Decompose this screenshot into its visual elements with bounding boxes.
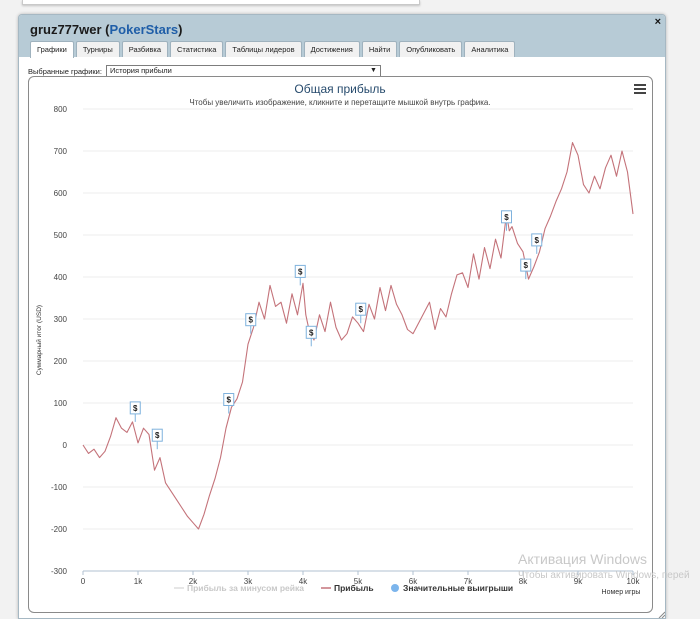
x-tick-label: 2k [189,577,198,586]
tab-tournaments[interactable]: Турниры [75,41,120,57]
big-win-flag-label: $ [298,267,303,276]
player-name: gruz777wer [30,22,102,37]
big-win-flag-box [245,313,257,327]
dropdown-arrow-icon: ▼ [370,67,377,74]
tab-leaderboards[interactable]: Таблицы лидеров [225,41,302,57]
big-win-flag-box [151,428,163,442]
x-tick-label: 5k [354,577,363,586]
panel-title: gruz777wer (PokerStars) [30,22,183,37]
panel-header: gruz777wer (PokerStars) × Графики Турнир… [19,15,665,58]
close-button[interactable]: × [654,16,661,28]
chart-selector-value: История прибыли [109,66,172,75]
big-win-flag-label: $ [359,305,364,314]
tab-bar: Графики Турниры Разбивка Статистика Табл… [30,41,517,58]
profit-chart-container[interactable]: Общая прибыль Чтобы увеличить изображение… [28,76,653,613]
x-tick-label: 4k [299,577,308,586]
title-suffix: ) [178,22,183,37]
legend-profit-label: Прибыль [334,583,374,593]
tab-statistics[interactable]: Статистика [170,41,224,57]
site-link[interactable]: PokerStars [109,22,179,37]
big-win-flag-box [129,401,141,415]
big-win-flag-label: $ [133,404,138,413]
y-axis-title: Суммарный итог (USD) [35,305,43,375]
legend-bigwins-label: Значительные выигрыши [403,583,513,593]
chart-menu-icon[interactable] [634,84,646,96]
big-win-flag-box [355,302,367,316]
y-tick-label: 800 [54,105,68,114]
big-win-flag-box [520,258,532,272]
big-win-flag-box [294,264,306,278]
big-win-flag-label: $ [309,328,314,337]
big-win-flag-label: $ [155,431,160,440]
y-tick-label: -300 [51,567,68,576]
big-win-flag-label: $ [504,213,509,222]
y-tick-label: 600 [54,189,68,198]
big-win-flag-box [501,210,512,224]
player-stats-panel: gruz777wer (PokerStars) × Графики Турнир… [18,14,666,619]
y-tick-label: 100 [54,399,68,408]
tab-charts[interactable]: Графики [30,41,74,58]
chart-subtitle: Чтобы увеличить изображение, кликните и … [189,98,490,107]
background-window-edge [22,0,420,5]
legend-rake-label: Прибыль за минусом рейка [187,583,304,593]
big-win-flag-box [305,325,317,339]
tab-analytics[interactable]: Аналитика [464,41,516,57]
y-tick-label: 200 [54,357,68,366]
chart-title: Общая прибыль [294,82,385,96]
big-win-flag-box [223,393,235,406]
y-tick-label: 0 [63,441,68,450]
x-tick-label: 0 [81,577,86,586]
big-win-flag-label: $ [524,261,529,270]
y-tick-label: 300 [54,315,68,324]
chart-selector-label: Выбранные графики: [28,66,102,76]
y-tick-label: -200 [51,525,68,534]
profit-chart[interactable]: Общая прибыль Чтобы увеличить изображение… [29,77,652,612]
x-tick-label: 10k [627,577,641,586]
y-tick-label: 400 [54,273,68,282]
y-tick-label: 500 [54,231,68,240]
x-tick-label: 8k [519,577,528,586]
x-tick-label: 6k [409,577,418,586]
x-tick-label: 1k [134,577,143,586]
profit-series-line [82,142,634,530]
tab-publish[interactable]: Опубликовать [399,41,463,57]
y-tick-label: -100 [51,483,68,492]
tab-breakdown[interactable]: Разбивка [121,41,169,57]
big-win-flag-label: $ [227,396,232,405]
legend-bigwins-swatch [391,584,399,592]
x-tick-label: 9k [574,577,583,586]
big-win-flag-label: $ [249,316,254,325]
y-tick-label: 700 [54,147,68,156]
big-win-flag-label: $ [535,236,540,245]
x-tick-label: 7k [464,577,473,586]
tab-achievements[interactable]: Достижения [303,41,360,57]
big-win-flag-box [531,233,543,247]
x-axis-title: Номер игры [602,589,641,596]
x-tick-label: 3k [244,577,253,586]
title-prefix: ( [101,22,110,37]
tab-find[interactable]: Найти [361,41,398,57]
